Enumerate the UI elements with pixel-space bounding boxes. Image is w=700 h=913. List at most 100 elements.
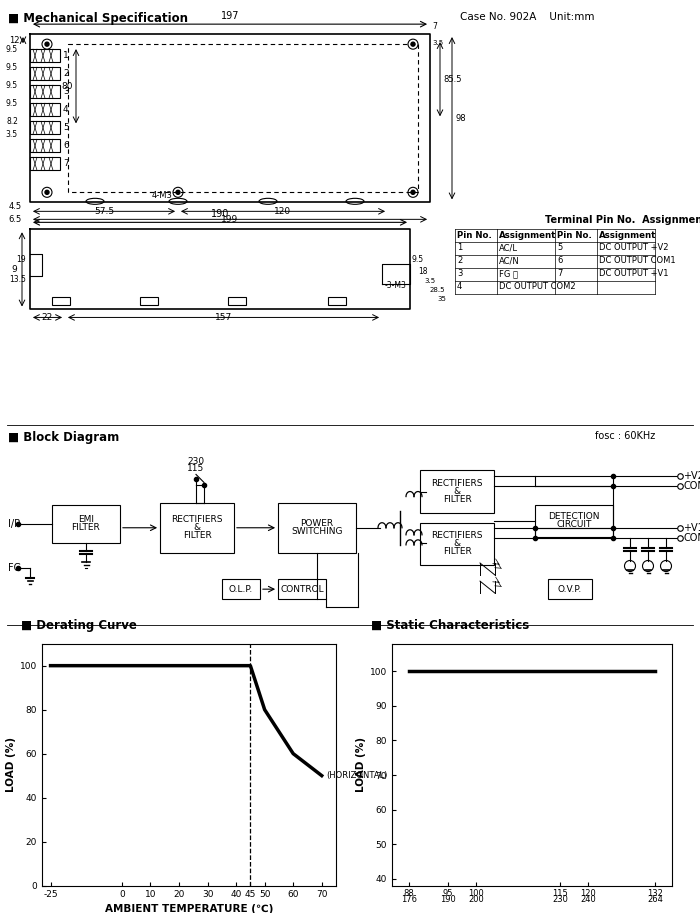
Text: 95: 95: [443, 889, 454, 898]
Text: 120: 120: [580, 889, 596, 898]
Text: Terminal Pin No.  Assignment: Terminal Pin No. Assignment: [545, 215, 700, 226]
Bar: [420, 470, 494, 513]
Text: 199: 199: [221, 215, 239, 225]
Text: 200: 200: [468, 896, 484, 904]
Bar: [228, 298, 246, 306]
Bar: [160, 502, 234, 553]
Text: SWITCHING: SWITCHING: [291, 528, 343, 536]
Text: 12: 12: [10, 36, 20, 45]
Text: 3.5: 3.5: [432, 40, 443, 47]
Text: 8.2: 8.2: [6, 117, 18, 126]
Text: fosc : 60KHz: fosc : 60KHz: [595, 431, 655, 441]
Text: ■ Derating Curve: ■ Derating Curve: [21, 619, 137, 632]
Text: 28.5: 28.5: [430, 288, 445, 293]
Text: 9.5: 9.5: [6, 99, 18, 108]
Bar: [30, 157, 60, 171]
Text: ■ Static Characteristics: ■ Static Characteristics: [371, 619, 529, 632]
Text: FG ⏚: FG ⏚: [499, 269, 518, 278]
Bar: [140, 298, 158, 306]
Text: 98: 98: [455, 114, 466, 122]
Bar: [52, 505, 120, 543]
Text: AC/N: AC/N: [499, 257, 519, 266]
Bar: [30, 140, 60, 152]
Text: 6.5: 6.5: [8, 215, 22, 225]
Text: 7: 7: [63, 159, 69, 168]
Text: 88: 88: [403, 889, 414, 898]
Text: 4: 4: [457, 282, 462, 291]
Text: FILTER: FILTER: [71, 523, 100, 532]
Text: 18: 18: [418, 268, 428, 277]
X-axis label: AMBIENT TEMPERATURE (℃): AMBIENT TEMPERATURE (℃): [105, 904, 273, 913]
Text: DC OUTPUT COM1: DC OUTPUT COM1: [599, 257, 675, 266]
Text: 5: 5: [63, 123, 69, 132]
Text: RECTIFIERS: RECTIFIERS: [431, 479, 483, 488]
Text: FILTER: FILTER: [442, 548, 471, 556]
Text: 1: 1: [457, 244, 462, 252]
Text: +V1: +V1: [683, 523, 700, 533]
Text: AC/L: AC/L: [499, 244, 518, 252]
Bar: [548, 579, 592, 599]
Text: 190: 190: [211, 209, 229, 219]
Text: 6: 6: [63, 142, 69, 151]
Text: I/P: I/P: [8, 519, 20, 529]
Circle shape: [411, 190, 415, 194]
Bar: [535, 505, 613, 537]
Text: -3-M3: -3-M3: [385, 281, 407, 290]
Bar: [222, 579, 260, 599]
Text: &: &: [454, 487, 461, 496]
Text: 9.5: 9.5: [6, 63, 18, 72]
Text: FG: FG: [8, 563, 21, 573]
Circle shape: [45, 190, 49, 194]
Bar: [30, 103, 60, 116]
Text: 157: 157: [216, 313, 232, 322]
Text: (HORIZONTAL): (HORIZONTAL): [326, 771, 387, 780]
Text: 3.5: 3.5: [424, 278, 435, 285]
Text: COM1: COM1: [683, 533, 700, 543]
Text: RECTIFIERS: RECTIFIERS: [431, 531, 483, 540]
Text: O.V.P.: O.V.P.: [558, 584, 582, 593]
Text: CIRCUIT: CIRCUIT: [556, 520, 592, 530]
Text: FILTER: FILTER: [442, 495, 471, 504]
Bar: [420, 523, 494, 565]
Text: 1: 1: [63, 51, 69, 60]
Text: 132: 132: [648, 889, 663, 898]
Bar: [30, 49, 60, 62]
Text: ■ Block Diagram: ■ Block Diagram: [8, 431, 119, 444]
Bar: [30, 121, 60, 134]
Text: 100: 100: [468, 889, 484, 898]
Text: Pin No.: Pin No.: [457, 231, 492, 240]
Text: 264: 264: [648, 896, 663, 904]
Text: 120: 120: [274, 207, 292, 216]
Text: 240: 240: [580, 896, 596, 904]
Y-axis label: LOAD (%): LOAD (%): [6, 737, 15, 792]
Text: Case No. 902A    Unit:mm: Case No. 902A Unit:mm: [460, 12, 594, 22]
Text: POWER: POWER: [300, 519, 334, 529]
Text: 9: 9: [11, 265, 17, 274]
Text: 176: 176: [401, 896, 416, 904]
Text: Assignment: Assignment: [499, 231, 556, 240]
Text: Pin No.: Pin No.: [557, 231, 592, 240]
Text: 35: 35: [437, 297, 446, 302]
Text: 22: 22: [41, 313, 52, 322]
Text: 85.5: 85.5: [443, 75, 461, 84]
Bar: [52, 298, 70, 306]
Text: 230: 230: [552, 896, 568, 904]
Text: 57.5: 57.5: [94, 207, 114, 216]
Text: 80: 80: [62, 81, 73, 90]
Text: DETECTION: DETECTION: [548, 512, 600, 521]
Bar: [30, 68, 60, 80]
Text: CONTROL: CONTROL: [280, 584, 324, 593]
Text: 7: 7: [432, 22, 437, 31]
Text: 7: 7: [557, 269, 562, 278]
Text: 3.5: 3.5: [6, 130, 18, 139]
Text: ■ Mechanical Specification: ■ Mechanical Specification: [8, 12, 188, 26]
Bar: [278, 579, 326, 599]
Circle shape: [45, 42, 49, 47]
Text: 115: 115: [552, 889, 568, 898]
Text: RECTIFIERS: RECTIFIERS: [172, 515, 223, 524]
Text: &: &: [454, 540, 461, 549]
Bar: [328, 298, 346, 306]
Text: 3: 3: [457, 269, 463, 278]
Text: EMI: EMI: [78, 515, 94, 524]
Text: 115: 115: [188, 465, 204, 473]
